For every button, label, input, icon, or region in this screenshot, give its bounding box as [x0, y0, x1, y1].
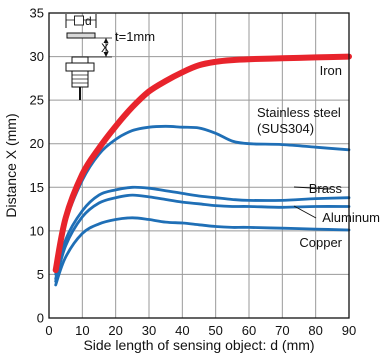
label-leader-aluminum: [293, 205, 317, 219]
sensor-head: [71, 56, 89, 64]
x-tick-label: 10: [75, 323, 89, 338]
inset-d-box: [74, 15, 84, 26]
inset-x-arrowhead-bottom: [103, 52, 109, 57]
x-tick-label: 0: [45, 323, 52, 338]
x-axis-title: Side length of sensing object: d (mm): [83, 337, 314, 353]
series-labels: Iron Stainless steel (SUS304) Brass Aluminum…: [257, 63, 380, 250]
inset-x-symbol: X: [101, 41, 109, 55]
sensor-illustration: d X t=1mm: [65, 14, 155, 100]
series-line-aluminum: [54, 193, 351, 283]
series-line-iron: [52, 53, 352, 274]
x-tick-label: 50: [208, 323, 222, 338]
tick-labels: 0 10 20 30 40 50 60 70 80 90 0 5 10 15 20 25 30 35: [30, 6, 357, 339]
series-label-copper: Copper: [299, 235, 342, 250]
y-tick-label: 15: [30, 180, 44, 195]
y-axis-title: Distance X (mm): [3, 113, 19, 217]
y-tick-label: 35: [30, 6, 44, 21]
x-tick-label: 20: [108, 323, 122, 338]
series-label-stainless-steel: Stainless steel (SUS304): [257, 105, 341, 136]
x-tick-label: 90: [342, 323, 356, 338]
x-tick-label: 60: [242, 323, 256, 338]
series-line-brass: [54, 185, 351, 281]
sensor-nut: [65, 62, 95, 72]
x-tick-label: 80: [308, 323, 322, 338]
series-line-stainless-steel: [54, 124, 351, 276]
plot-frame: [48, 12, 350, 319]
inset-x-arrowhead-top: [103, 38, 109, 43]
y-tick-label: 20: [30, 136, 44, 151]
y-tick-label: 0: [37, 311, 44, 326]
x-tick-label: 30: [142, 323, 156, 338]
y-tick-label: 25: [30, 93, 44, 108]
x-tick-label: 70: [275, 323, 289, 338]
y-tick-label: 30: [30, 49, 44, 64]
series-line-copper: [54, 216, 351, 287]
thickness-label: t=1mm: [115, 29, 155, 44]
target-plate: [66, 32, 96, 39]
label-leader-brass: [293, 186, 331, 190]
y-tick-label: 10: [30, 223, 44, 238]
series-label-aluminum: Aluminum: [322, 210, 380, 225]
x-tick-label: 40: [175, 323, 189, 338]
inset-d-symbol: d: [85, 14, 92, 28]
series-label-brass: Brass: [309, 181, 343, 196]
series-lines: [52, 53, 352, 287]
y-tick-label: 5: [37, 267, 44, 282]
series-label-iron: Iron: [320, 63, 342, 78]
